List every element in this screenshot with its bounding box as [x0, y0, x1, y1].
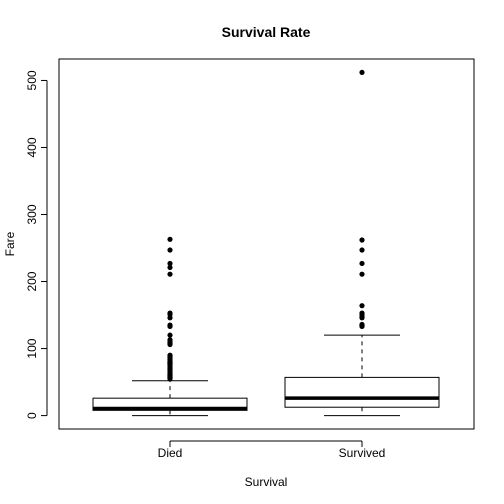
y-tick-label: 500 — [25, 70, 39, 90]
y-tick-label: 300 — [25, 204, 39, 224]
outlier-point — [167, 247, 173, 253]
outlier-point — [359, 260, 365, 267]
outlier-point — [167, 264, 173, 271]
outlier-point — [359, 303, 365, 309]
x-axis: Died Survived — [158, 440, 386, 460]
x-tick-label: Survived — [339, 446, 386, 460]
box-died — [92, 236, 248, 417]
outlier-point — [167, 271, 173, 277]
outlier-point — [359, 271, 365, 277]
outlier-point — [167, 332, 173, 338]
y-axis: 0 100 200 300 400 500 — [25, 70, 48, 419]
outlier-point — [167, 352, 173, 358]
box-survived — [284, 69, 440, 417]
outlier-point — [359, 247, 365, 253]
outlier-point — [167, 322, 173, 328]
y-tick-label: 0 — [25, 412, 39, 419]
outlier-point — [167, 236, 173, 242]
outlier-point — [359, 310, 365, 316]
outlier-point — [359, 237, 365, 243]
y-axis-label: Fare — [3, 231, 17, 256]
outlier-point — [167, 310, 173, 316]
outlier-point — [359, 321, 365, 328]
y-tick-label: 400 — [25, 137, 39, 157]
chart-title: Survival Rate — [222, 24, 311, 40]
outlier-point — [359, 69, 365, 76]
plot-frame — [58, 58, 475, 430]
boxes-layer — [92, 69, 440, 417]
x-axis-label: Survival — [245, 475, 288, 489]
outlier-point — [167, 260, 173, 267]
outlier-point — [167, 337, 173, 343]
y-tick-label: 100 — [25, 338, 39, 358]
x-tick-label: Died — [158, 446, 183, 460]
y-tick-label: 200 — [25, 271, 39, 291]
iqr-box — [284, 376, 440, 408]
